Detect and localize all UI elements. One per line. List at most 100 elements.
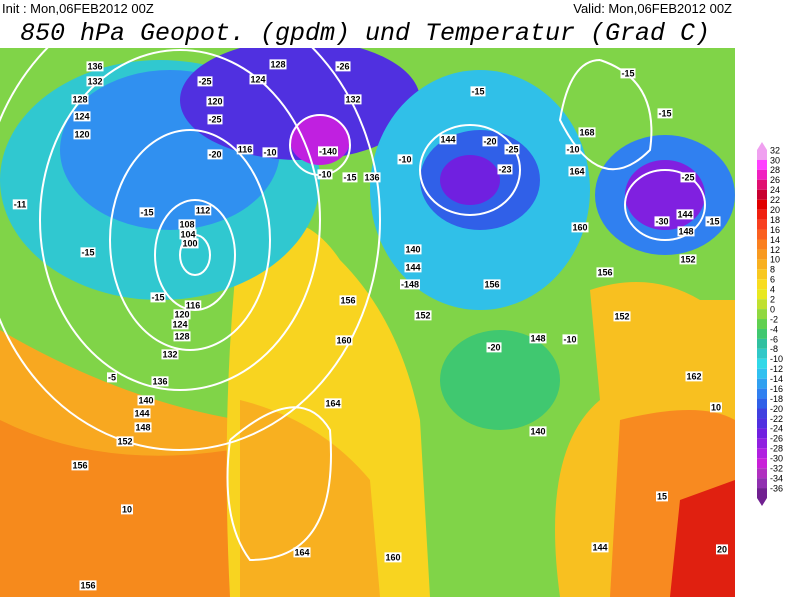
- label-bg: [207, 114, 223, 125]
- contour-label: 132: [345, 94, 360, 104]
- colorbar-swatch: [757, 179, 767, 190]
- label-bg: [568, 166, 586, 177]
- colorbar-label: -26: [770, 434, 783, 444]
- label-bg: [161, 349, 179, 360]
- colorbar-swatch: [757, 289, 767, 300]
- contour-label: 168: [579, 127, 594, 137]
- colorbar-swatch: [757, 488, 767, 498]
- contour-label: -20: [483, 136, 496, 146]
- contour-label: -25: [198, 76, 211, 86]
- label-bg: [591, 542, 609, 553]
- label-bg: [504, 144, 520, 155]
- contour-label: -15: [343, 172, 356, 182]
- contour-label: -15: [471, 86, 484, 96]
- colorbar-label: 4: [770, 285, 775, 295]
- contour-label: 144: [405, 262, 420, 272]
- colorbar-label: 8: [770, 265, 775, 275]
- contour-label: 148: [135, 422, 150, 432]
- colorbar-swatch: [757, 219, 767, 230]
- label-bg: [324, 398, 342, 409]
- colorbar-label: -36: [770, 483, 783, 493]
- colorbar-label: -14: [770, 374, 783, 384]
- contour-label: 156: [340, 295, 355, 305]
- label-bg: [71, 460, 89, 471]
- colorbar-swatch: [757, 438, 767, 449]
- label-bg: [197, 76, 213, 87]
- contour-label: 10: [711, 402, 721, 412]
- colorbar-swatch: [757, 408, 767, 419]
- label-bg: [86, 61, 104, 72]
- label-bg: [151, 376, 169, 387]
- colorbar-swatch: [757, 279, 767, 290]
- label-bg: [676, 209, 694, 220]
- contour-label: 120: [207, 96, 222, 106]
- colorbar-swatch: [757, 458, 767, 469]
- colorbar-label: -18: [770, 394, 783, 404]
- contour-label: 140: [405, 244, 420, 254]
- colorbar-swatch: [757, 229, 767, 240]
- label-bg: [705, 216, 721, 227]
- colorbar-label: 20: [770, 205, 780, 215]
- label-bg: [565, 144, 581, 155]
- map: [0, 48, 735, 597]
- label-bg: [685, 371, 703, 382]
- contour-label: 140: [138, 395, 153, 405]
- label-bg: [79, 580, 97, 591]
- colorbar-arrow-bottom: [757, 498, 767, 506]
- label-bg: [120, 504, 134, 515]
- contour-label: -5: [108, 372, 116, 382]
- contour-label: -10: [263, 147, 276, 157]
- contour-label: 120: [74, 129, 89, 139]
- cold-area: [180, 48, 420, 160]
- contour-label: -140: [319, 146, 337, 156]
- label-bg: [404, 244, 422, 255]
- contour-label: -25: [681, 172, 694, 182]
- label-bg: [677, 226, 695, 237]
- label-bg: [657, 108, 673, 119]
- label-bg: [335, 61, 351, 72]
- contour-label: 128: [270, 59, 285, 69]
- colorbar-label: -4: [770, 324, 778, 334]
- contour-label: 156: [597, 267, 612, 277]
- label-bg: [342, 172, 358, 183]
- colorbar-swatch: [757, 309, 767, 320]
- label-bg: [106, 372, 118, 383]
- contour-label: 160: [336, 335, 351, 345]
- contour-label: 160: [572, 222, 587, 232]
- label-bg: [181, 238, 199, 249]
- contour-label: 132: [162, 349, 177, 359]
- label-bg: [344, 94, 362, 105]
- contour-label: 116: [238, 144, 253, 154]
- label-bg: [262, 147, 278, 158]
- label-bg: [680, 172, 696, 183]
- colorbar-swatch: [757, 398, 767, 409]
- label-bg: [139, 207, 155, 218]
- colorbar-label: -16: [770, 384, 783, 394]
- label-bg: [483, 279, 501, 290]
- contour-label: -10: [563, 334, 576, 344]
- colorbar-swatch: [757, 338, 767, 349]
- colorbar-swatch: [757, 189, 767, 200]
- label-bg: [236, 144, 254, 155]
- contour-label: -148: [401, 279, 419, 289]
- label-bg: [173, 331, 191, 342]
- contour-label: 104: [180, 229, 195, 239]
- contour-label: 148: [530, 333, 545, 343]
- contour-label: 162: [686, 371, 701, 381]
- label-bg: [529, 426, 547, 437]
- colorbar-arrow-top: [757, 142, 767, 150]
- contour-label: 144: [440, 134, 455, 144]
- contour-label: 136: [364, 172, 379, 182]
- contour-label: -10: [398, 154, 411, 164]
- label-bg: [150, 292, 166, 303]
- colorbar-swatch: [757, 259, 767, 270]
- colorbar-label: 30: [770, 155, 780, 165]
- contour-label: 156: [484, 279, 499, 289]
- contour-label: -15: [81, 247, 94, 257]
- colorbar-label: 10: [770, 255, 780, 265]
- colorbar-label: 28: [770, 165, 780, 175]
- contour-label: -25: [208, 114, 221, 124]
- contour-label: 100: [182, 238, 197, 248]
- label-bg: [363, 172, 381, 183]
- colorbar-swatch: [757, 319, 767, 329]
